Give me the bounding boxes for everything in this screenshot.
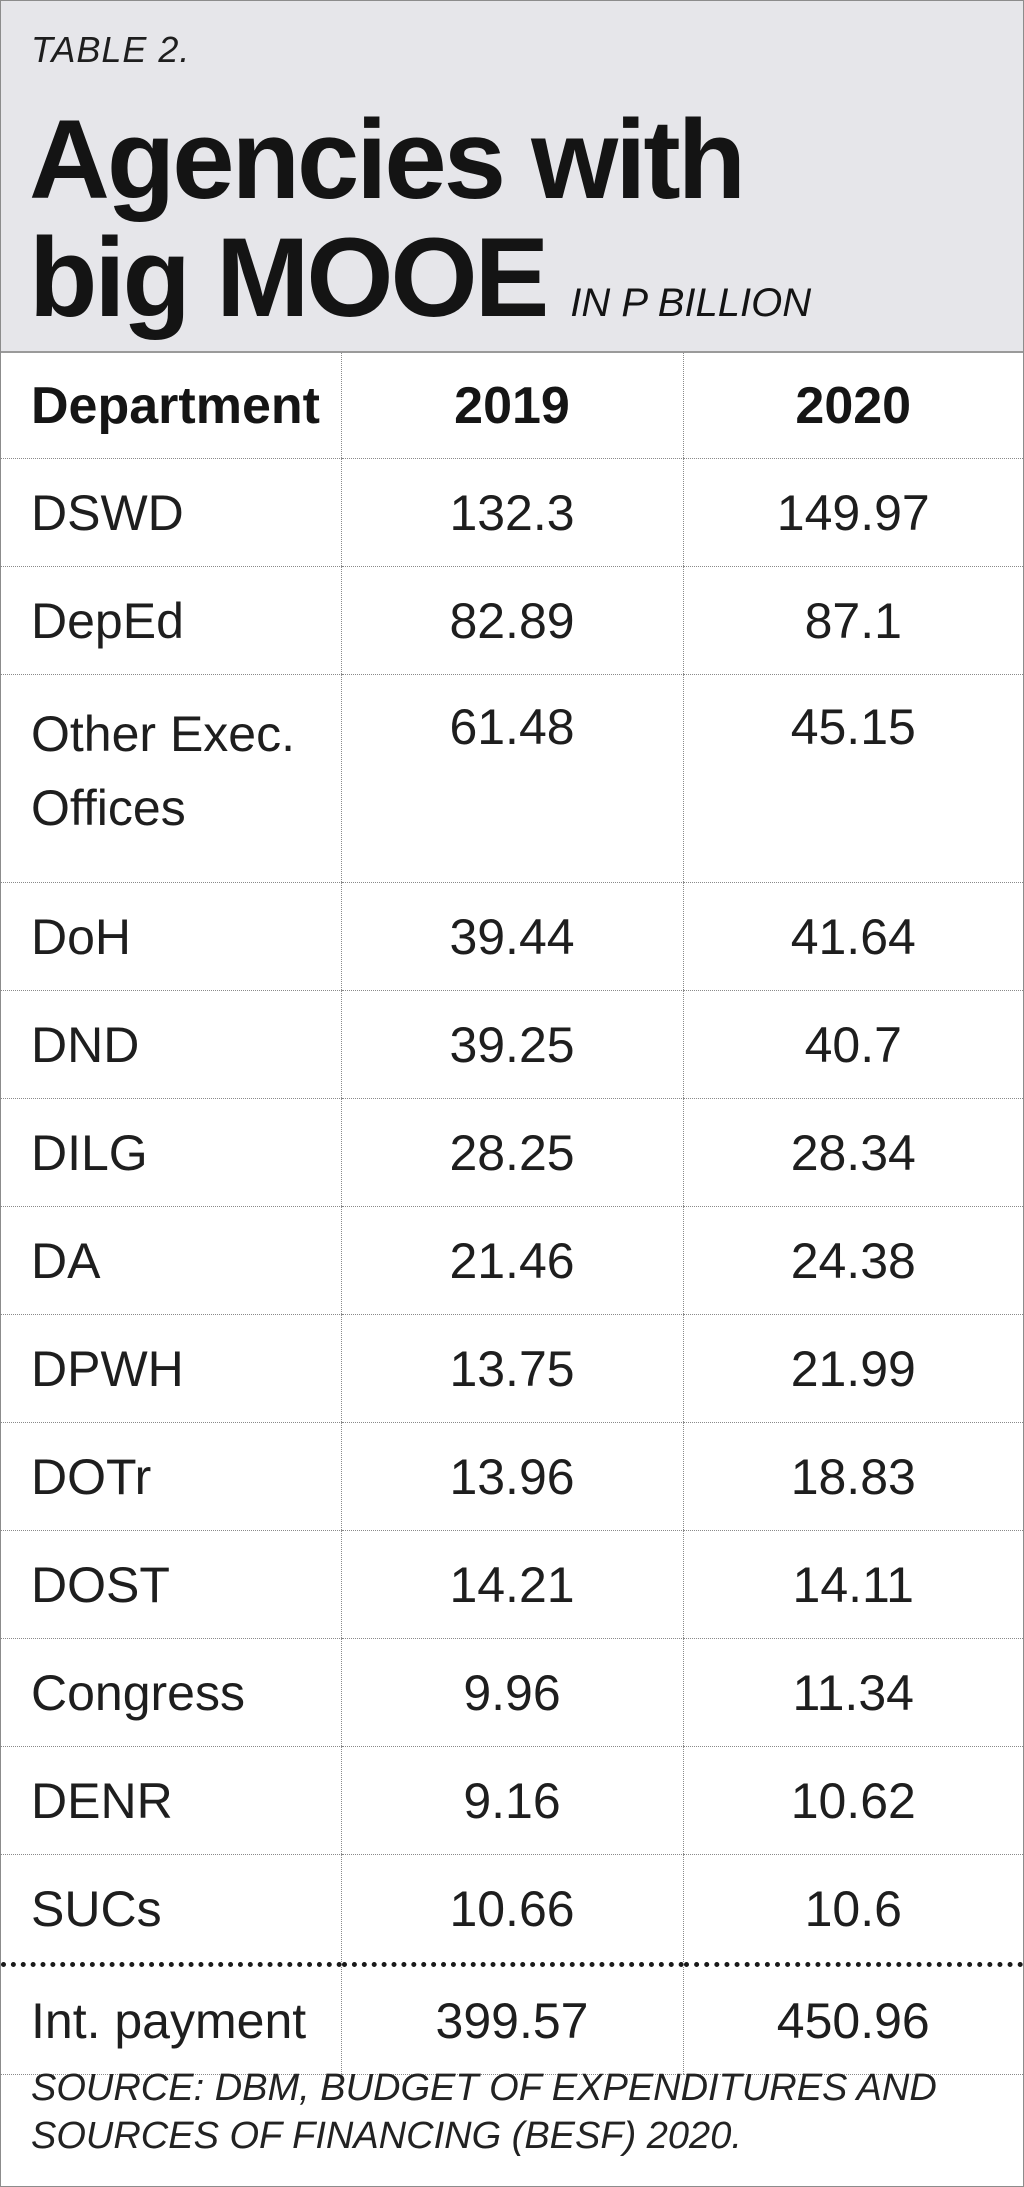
- table-title: Agencies with big MOOE IN P BILLION: [29, 101, 811, 362]
- department-cell: DILG: [1, 1098, 341, 1207]
- table-header: TABLE 2. Agencies with big MOOE IN P BILL…: [1, 1, 1023, 353]
- value-2019-cell: 13.75: [340, 1314, 683, 1423]
- column-header-2020: 2020: [682, 353, 1023, 459]
- value-2019-cell: 13.96: [340, 1422, 683, 1531]
- department-cell: DOST: [1, 1530, 341, 1639]
- table-row: DOTr 13.96 18.83: [1, 1422, 1023, 1531]
- value-2020-cell: 87.1: [682, 566, 1023, 675]
- table-header-row: Department 2019 2020: [1, 353, 1023, 459]
- department-cell: DoH: [1, 882, 341, 991]
- table-row: SUCs 10.66 10.6: [1, 1854, 1023, 1967]
- table-row: DILG 28.25 28.34: [1, 1098, 1023, 1207]
- value-2019-cell: 21.46: [340, 1206, 683, 1315]
- value-2019-cell: 132.3: [340, 458, 683, 567]
- department-cell-line-2: Offices: [31, 780, 186, 836]
- value-2019-cell: 39.25: [340, 990, 683, 1099]
- table-row: Congress 9.96 11.34: [1, 1638, 1023, 1747]
- value-2020-cell: 41.64: [682, 882, 1023, 991]
- department-cell: DPWH: [1, 1314, 341, 1423]
- unit-label: IN P BILLION: [570, 281, 812, 325]
- column-header-2019: 2019: [340, 353, 683, 459]
- department-cell: DA: [1, 1206, 341, 1315]
- department-cell: DepEd: [1, 566, 341, 675]
- source-line-1: SOURCE: DBM, BUDGET OF EXPENDITURES AND: [31, 2067, 937, 2109]
- title-line-2: big MOOE: [29, 215, 549, 340]
- mooe-table: Department 2019 2020 DSWD 132.3 149.97 D…: [1, 353, 1023, 2075]
- value-2019-cell: 61.48: [340, 674, 683, 883]
- value-2020-cell: 28.34: [682, 1098, 1023, 1207]
- source-note: SOURCE: DBM, BUDGET OF EXPENDITURES AND …: [31, 2064, 991, 2160]
- title-line-1: Agencies with: [29, 97, 746, 222]
- value-2019-cell: 82.89: [340, 566, 683, 675]
- table-row: DENR 9.16 10.62: [1, 1746, 1023, 1855]
- department-cell: Congress: [1, 1638, 341, 1747]
- table-row: DepEd 82.89 87.1: [1, 566, 1023, 675]
- value-2020-cell: 10.62: [682, 1746, 1023, 1855]
- value-2019-cell: 39.44: [340, 882, 683, 991]
- table-row: Other Exec. Offices 61.48 45.15: [1, 674, 1023, 883]
- value-2019-cell: 399.57: [340, 1964, 683, 2075]
- value-2020-cell: 10.6: [682, 1854, 1023, 1967]
- value-2020-cell: 149.97: [682, 458, 1023, 567]
- department-cell: DOTr: [1, 1422, 341, 1531]
- table-row: DA 21.46 24.38: [1, 1206, 1023, 1315]
- department-cell: DND: [1, 990, 341, 1099]
- value-2019-cell: 9.96: [340, 1638, 683, 1747]
- value-2020-cell: 24.38: [682, 1206, 1023, 1315]
- department-cell: SUCs: [1, 1854, 341, 1967]
- department-cell: DENR: [1, 1746, 341, 1855]
- value-2020-cell: 40.7: [682, 990, 1023, 1099]
- table-row: DSWD 132.3 149.97: [1, 458, 1023, 567]
- value-2020-cell: 11.34: [682, 1638, 1023, 1747]
- department-cell: Other Exec. Offices: [1, 674, 341, 883]
- department-cell: Int. payment: [1, 1964, 341, 2075]
- value-2019-cell: 10.66: [340, 1854, 683, 1967]
- value-2020-cell: 450.96: [682, 1964, 1023, 2075]
- column-header-department: Department: [1, 353, 341, 459]
- department-cell-line-1: Other Exec.: [31, 706, 295, 762]
- table-row: DoH 39.44 41.64: [1, 882, 1023, 991]
- value-2019-cell: 9.16: [340, 1746, 683, 1855]
- table-row: DND 39.25 40.7: [1, 990, 1023, 1099]
- value-2020-cell: 14.11: [682, 1530, 1023, 1639]
- table-row-interest-payment: Int. payment 399.57 450.96: [1, 1964, 1023, 2075]
- source-line-2: SOURCES OF FINANCING (BESF) 2020.: [31, 2115, 742, 2157]
- value-2019-cell: 28.25: [340, 1098, 683, 1207]
- table-row: DPWH 13.75 21.99: [1, 1314, 1023, 1423]
- value-2020-cell: 18.83: [682, 1422, 1023, 1531]
- value-2019-cell: 14.21: [340, 1530, 683, 1639]
- value-2020-cell: 21.99: [682, 1314, 1023, 1423]
- table-number-label: TABLE 2.: [31, 29, 191, 70]
- value-2020-cell: 45.15: [682, 674, 1023, 883]
- department-cell: DSWD: [1, 458, 341, 567]
- table-row: DOST 14.21 14.11: [1, 1530, 1023, 1639]
